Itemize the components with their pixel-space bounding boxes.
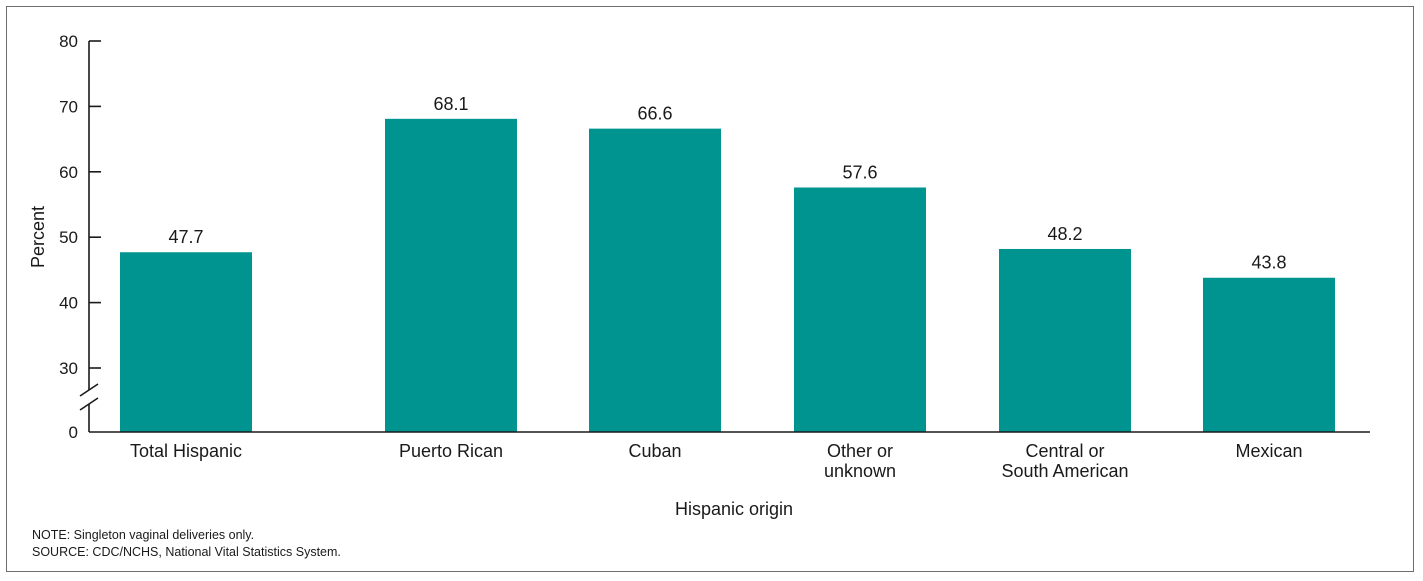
bar-value-label: 57.6 bbox=[842, 162, 877, 182]
axis-break-mark bbox=[79, 383, 99, 397]
note-text: NOTE: Singleton vaginal deliveries only. bbox=[32, 528, 255, 542]
y-tick-label: 50 bbox=[59, 228, 78, 247]
x-tick-label: Other or unknown bbox=[824, 441, 896, 481]
y-axis-title: Percent bbox=[28, 206, 48, 268]
bar-value-label: 48.2 bbox=[1047, 224, 1082, 244]
bars: 47.7 68.1 66.6 57.6 48.2 43.8 bbox=[120, 94, 1335, 433]
bar bbox=[589, 128, 721, 433]
bar bbox=[999, 248, 1131, 432]
x-tick-label: Central or South American bbox=[1001, 441, 1128, 481]
bar-value-label: 68.1 bbox=[433, 94, 468, 114]
y-tick-label: 80 bbox=[59, 32, 78, 51]
y-tick-label: 40 bbox=[59, 294, 78, 313]
y-tick-label: 60 bbox=[59, 163, 78, 182]
bar-value-label: 47.7 bbox=[168, 227, 203, 247]
x-tick-label: Mexican bbox=[1235, 441, 1302, 461]
y-axis: 0 30 40 50 60 70 80 bbox=[59, 32, 101, 442]
bar bbox=[120, 252, 252, 432]
y-tick-label: 0 bbox=[69, 423, 78, 442]
y-tick-label: 70 bbox=[59, 97, 78, 116]
axis-break-mark bbox=[79, 397, 99, 411]
bar bbox=[385, 118, 517, 433]
x-tick-label: Puerto Rican bbox=[399, 441, 503, 461]
bar-value-label: 66.6 bbox=[637, 104, 672, 124]
bar bbox=[1203, 277, 1335, 432]
x-axis-title: Hispanic origin bbox=[675, 499, 793, 519]
bar-value-label: 43.8 bbox=[1251, 253, 1286, 273]
y-tick-label: 30 bbox=[59, 359, 78, 378]
chart-frame bbox=[6, 6, 1414, 572]
x-axis: Total Hispanic Puerto Rican Cuban Other or u… bbox=[89, 431, 1370, 481]
bar bbox=[794, 187, 926, 432]
x-tick-label: Cuban bbox=[628, 441, 681, 461]
source-text: SOURCE: CDC/NCHS, National Vital Statist… bbox=[32, 545, 341, 559]
x-tick-label: Total Hispanic bbox=[130, 441, 242, 461]
